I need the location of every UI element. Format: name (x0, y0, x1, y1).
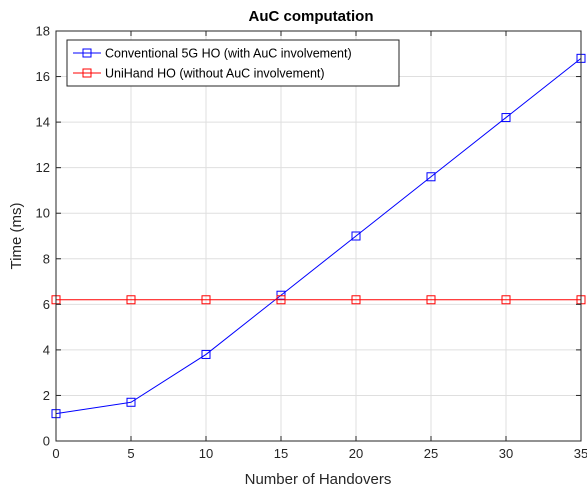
x-tick-label: 15 (274, 446, 288, 461)
y-axis-title: Time (ms) (8, 203, 25, 270)
y-tick-label: 18 (36, 24, 50, 39)
conventional-5g-ho-legend-label: Conventional 5G HO (with AuC involvement… (105, 47, 352, 61)
conventional-5g-ho-marker (201, 349, 211, 359)
x-axis-title: Number of Handovers (245, 471, 392, 488)
y-tick-label: 4 (43, 342, 50, 357)
plot-frame (55, 30, 582, 442)
y-tick-label: 14 (36, 115, 50, 130)
y-tick-label: 10 (36, 206, 50, 221)
x-tick-label: 10 (199, 446, 213, 461)
chart-title: AuC computation (249, 8, 374, 25)
x-tick-label: 20 (349, 446, 363, 461)
unihand-ho-marker (276, 295, 286, 305)
unihand-ho-marker (351, 295, 361, 305)
conventional-5g-ho-marker (276, 290, 286, 300)
unihand-ho-legend-label: UniHand HO (without AuC involvement) (105, 67, 325, 81)
y-tick-label: 6 (43, 297, 50, 312)
y-tick-label: 0 (43, 434, 50, 449)
y-tick-label: 16 (36, 69, 50, 84)
conventional-5g-ho-marker (351, 231, 361, 241)
x-tick-label: 0 (52, 446, 59, 461)
legend: Conventional 5G HO (with AuC involvement… (66, 39, 400, 87)
y-tick-label: 8 (43, 251, 50, 266)
conventional-5g-ho-marker (426, 172, 436, 182)
x-tick-label: 35 (574, 446, 587, 461)
unihand-ho-legend-marker (82, 68, 92, 78)
plot-area (56, 31, 581, 441)
unihand-ho-marker (501, 295, 511, 305)
x-tick-label: 30 (499, 446, 513, 461)
y-tick-label: 2 (43, 388, 50, 403)
axis-ticks: 0 5 10 15 20 25 30 35 0 2 4 6 8 10 12 14 16 18 (36, 24, 587, 462)
x-tick-label: 25 (424, 446, 438, 461)
conventional-5g-ho-series-line (55, 57, 582, 415)
unihand-ho-marker (201, 295, 211, 305)
conventional-5g-ho-marker (501, 113, 511, 123)
conventional-5g-ho-legend-marker (82, 48, 92, 58)
y-tick-label: 12 (36, 160, 50, 175)
unihand-ho-marker (426, 295, 436, 305)
unihand-ho-marker (126, 295, 136, 305)
legend-box (66, 39, 400, 87)
x-tick-label: 5 (127, 446, 134, 461)
conventional-5g-ho-marker (126, 397, 136, 407)
